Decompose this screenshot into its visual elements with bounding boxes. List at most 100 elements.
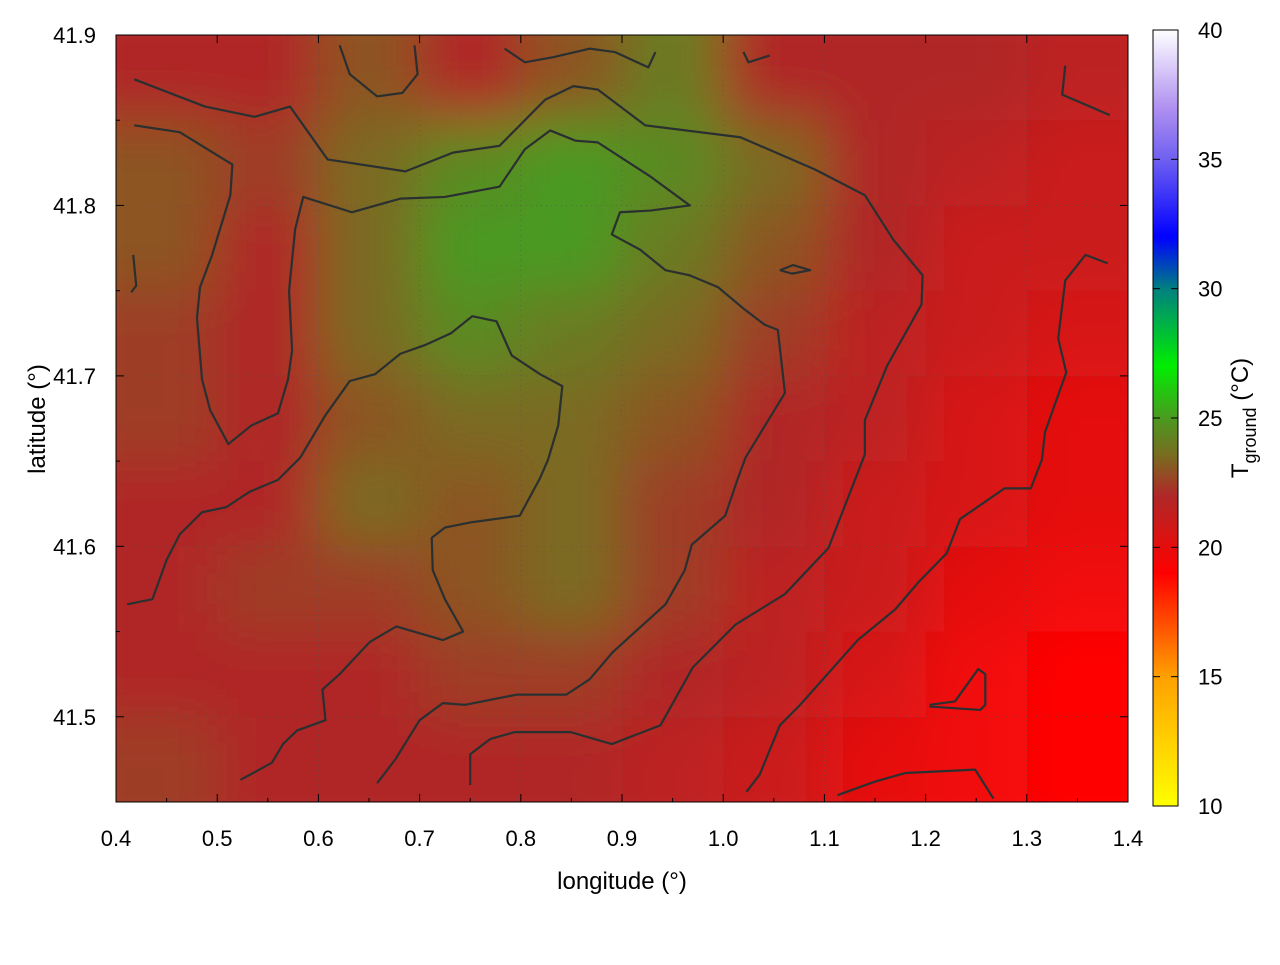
heatmap-cell	[520, 461, 622, 547]
heatmap-cell	[824, 205, 926, 291]
heatmap-cell	[318, 205, 420, 291]
heatmap-cell	[1026, 631, 1128, 717]
colorbar-label: Tground (°C)	[1227, 358, 1260, 478]
heatmap-cell	[824, 461, 926, 547]
heatmap-cell	[217, 716, 319, 802]
contour-line	[134, 124, 787, 784]
heatmap-cell	[925, 716, 1027, 802]
contour-line	[338, 44, 419, 98]
heatmap-cell	[318, 120, 420, 206]
heatmap-cell	[824, 716, 926, 802]
heatmap-cell	[1026, 461, 1128, 547]
heatmap-cell	[925, 375, 1027, 462]
colorbar-tick-label: 35	[1198, 147, 1222, 172]
heatmap-cell	[824, 35, 926, 121]
heatmap-cell	[723, 716, 825, 802]
heatmap-cell	[419, 631, 521, 717]
contour-line	[837, 768, 995, 800]
heatmap-cell	[824, 631, 926, 717]
heatmap-cell	[520, 631, 622, 717]
y-tick-label: 41.6	[53, 534, 96, 559]
heatmap-cell	[622, 716, 724, 802]
heatmap-cell	[1026, 120, 1128, 206]
plot-area	[116, 35, 1128, 802]
heatmap-cell	[419, 35, 521, 121]
colorbar-tick-label: 30	[1198, 277, 1222, 302]
heatmap-cell	[116, 631, 218, 717]
colorbar-ticks: 10 15 20 25 30 35 40	[1153, 18, 1222, 819]
heatmap-cells	[116, 35, 1128, 802]
heatmap-cell	[622, 290, 724, 376]
heatmap-cell	[318, 290, 420, 376]
heatmap-cell	[1026, 546, 1128, 632]
heatmap-cell	[723, 631, 825, 717]
x-axis-ticks: 0.4 0.5 0.6 0.7 0.8 0.9 1.0 1.1 1.2 1.3 1.4	[101, 35, 1144, 851]
colorbar-tick-label: 20	[1198, 535, 1222, 560]
heatmap-cell	[622, 35, 724, 121]
y-tick-label: 41.5	[53, 705, 96, 730]
heatmap-cell	[824, 546, 926, 632]
x-tick-label: 0.6	[303, 826, 334, 851]
heatmap-cell	[723, 546, 825, 632]
heatmap-cell	[419, 290, 521, 376]
heatmap-cell	[520, 716, 622, 802]
heatmap-cell	[116, 375, 218, 462]
heatmap-cell	[419, 461, 521, 547]
contour-line	[929, 667, 987, 712]
heatmap-cell	[1026, 35, 1128, 121]
heatmap-cell	[622, 120, 724, 206]
heatmap-cell	[318, 546, 420, 632]
heatmap-cell	[116, 120, 218, 206]
heatmap-cell	[318, 35, 420, 121]
heatmap-cell	[520, 205, 622, 291]
heatmap-cell	[419, 375, 521, 462]
y-axis-label: latitude (°)	[24, 364, 51, 474]
heatmap-cell	[723, 35, 825, 121]
heatmap-cell	[520, 120, 622, 206]
x-tick-label: 1.0	[708, 826, 739, 851]
heatmap-cell	[925, 546, 1027, 632]
colorbar-tick-label: 40	[1198, 18, 1222, 43]
x-tick-label: 0.9	[607, 826, 638, 851]
heatmap-cell	[318, 461, 420, 547]
x-tick-label: 1.4	[1113, 826, 1144, 851]
heatmap-cell	[520, 290, 622, 376]
heatmap-cell	[824, 375, 926, 462]
heatmap-cell	[116, 35, 218, 121]
heatmap-cell	[925, 205, 1027, 291]
heatmap-cell	[925, 120, 1027, 206]
y-tick-label: 41.7	[53, 364, 96, 389]
contour-lines	[126, 44, 1111, 800]
heatmap-cell	[824, 120, 926, 206]
y-axis-ticks: 41.5 41.6 41.7 41.8 41.9	[53, 23, 1128, 803]
heatmap-cell	[1026, 290, 1128, 376]
x-tick-label: 1.1	[809, 826, 840, 851]
heatmap-cell	[419, 205, 521, 291]
heatmap-cell	[622, 461, 724, 547]
heatmap-cell	[520, 546, 622, 632]
colorbar-tick-label: 15	[1198, 665, 1222, 690]
heatmap-cell	[824, 290, 926, 376]
contour-line	[742, 51, 771, 64]
heatmap-cell	[116, 205, 218, 291]
heatmap-cell	[217, 205, 319, 291]
grid-lines	[116, 35, 1128, 802]
x-tick-label: 0.4	[101, 826, 132, 851]
x-tick-label: 0.8	[506, 826, 537, 851]
heatmap-cell	[318, 631, 420, 717]
contour-line	[126, 315, 564, 781]
contour-line	[745, 253, 1109, 793]
y-tick-label: 41.9	[53, 23, 96, 48]
x-tick-label: 1.3	[1012, 826, 1043, 851]
heatmap-cell	[925, 461, 1027, 547]
heatmap-cell	[723, 120, 825, 206]
heatmap-cell	[318, 716, 420, 802]
colorbar-tick-label: 25	[1198, 406, 1222, 431]
heatmap-cell	[622, 375, 724, 462]
heatmap-cell	[520, 375, 622, 462]
contour-line	[779, 264, 812, 275]
x-axis-label: longitude (°)	[557, 868, 687, 895]
x-tick-label: 1.2	[910, 826, 941, 851]
heatmap-cell	[217, 546, 319, 632]
